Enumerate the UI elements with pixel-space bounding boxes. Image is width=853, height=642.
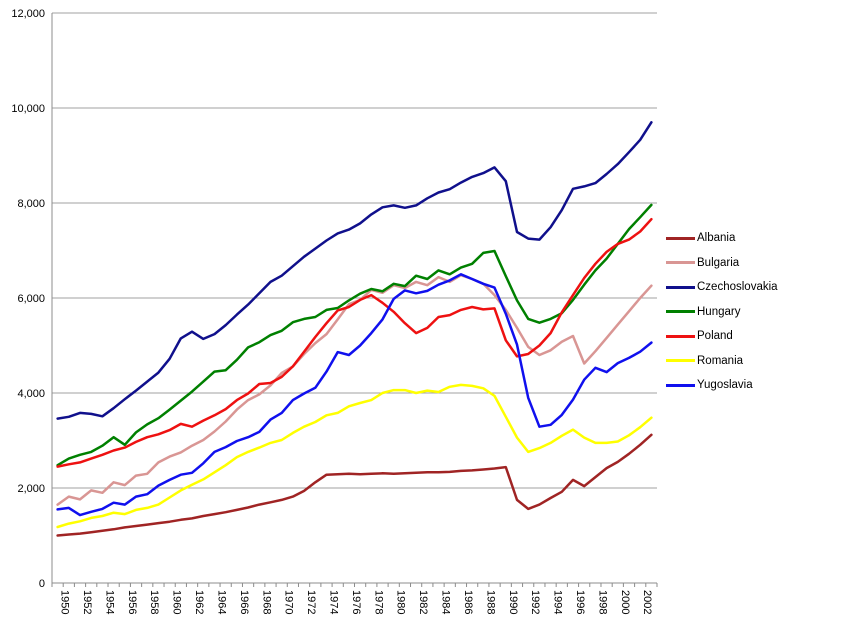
legend-line-swatch	[666, 310, 695, 313]
legend-item-czechoslovakia[interactable]: Czechoslovakia	[666, 280, 778, 294]
x-axis-tick-label: 2000	[619, 590, 631, 614]
x-axis-tick-label: 1964	[215, 590, 227, 614]
x-axis-tick-label: 1982	[417, 590, 429, 614]
legend-line-swatch	[666, 285, 695, 289]
x-axis-tick-label: 1970	[283, 590, 295, 614]
legend-item-poland[interactable]: Poland	[666, 329, 778, 343]
x-axis-tick-label: 1976	[350, 590, 362, 614]
x-axis-tick-label: 1956	[126, 590, 138, 614]
x-axis-tick-label: 1980	[395, 590, 407, 614]
y-axis-tick-label: 0	[39, 578, 45, 590]
y-axis-tick-label: 2,000	[17, 483, 45, 495]
x-axis-tick-label: 1954	[103, 590, 115, 614]
series-line-poland[interactable]	[56, 217, 653, 468]
legend-label: Yugoslavia	[697, 379, 753, 391]
y-axis-tick-label: 6,000	[17, 293, 45, 305]
legend-label: Romania	[697, 354, 744, 367]
x-axis-tick-label: 1988	[484, 590, 496, 614]
series-line-romania[interactable]	[56, 383, 653, 529]
x-axis-tick-label: 1962	[193, 590, 205, 614]
x-axis-tick-label: 1960	[171, 590, 183, 614]
x-axis-tick-label: 1996	[574, 590, 586, 614]
legend-line-swatch	[666, 383, 695, 387]
x-axis-tick-label: 1952	[81, 590, 93, 614]
legend-item-albania[interactable]: Albania	[666, 231, 778, 245]
legend-item-romania[interactable]: Romania	[666, 354, 778, 368]
series-line-albania[interactable]	[56, 433, 653, 537]
x-axis-tick-label: 1958	[148, 590, 160, 614]
series-line-czechoslovakia[interactable]	[56, 121, 653, 420]
x-axis-tick-label: 1974	[327, 590, 339, 614]
x-axis-tick-label: 2002	[641, 590, 653, 614]
legend-line-swatch	[666, 261, 695, 264]
x-axis-tick-label: 1998	[596, 590, 608, 614]
x-axis-tick-label: 1986	[462, 590, 474, 614]
legend-line-swatch	[666, 334, 695, 338]
legend-line-swatch	[666, 236, 695, 240]
x-axis-tick-label: 1994	[552, 590, 564, 614]
legend-label: Bulgaria	[697, 256, 740, 269]
legend-label: Albania	[697, 232, 736, 244]
x-axis-tick-label: 1968	[260, 590, 272, 614]
chart-legend: Albania Bulgaria Czechoslovakia Hungary Pola…	[666, 231, 778, 392]
x-axis-tick-label: 1972	[305, 590, 317, 614]
x-axis-tick-label: 1984	[440, 590, 452, 614]
legend-item-yugoslavia[interactable]: Yugoslavia	[666, 378, 778, 392]
y-axis-tick-label: 4,000	[17, 388, 45, 400]
x-axis-tick-label: 1978	[372, 590, 384, 614]
series-line-yugoslavia[interactable]	[56, 273, 653, 517]
y-axis-tick-label: 10,000	[11, 103, 45, 115]
x-axis-tick-label: 1950	[59, 590, 71, 614]
series-line-hungary[interactable]	[56, 203, 653, 467]
x-axis-tick-label: 1992	[529, 590, 541, 614]
x-axis-tick-label: 1990	[507, 590, 519, 614]
x-axis-tick-label: 1966	[238, 590, 250, 614]
y-axis-tick-label: 12,000	[11, 8, 45, 20]
legend-item-hungary[interactable]: Hungary	[666, 305, 778, 319]
legend-line-swatch	[666, 359, 695, 362]
legend-label: Czechoslovakia	[697, 281, 778, 293]
legend-label: Poland	[697, 330, 733, 342]
legend-item-bulgaria[interactable]: Bulgaria	[666, 256, 778, 270]
y-axis-tick-label: 8,000	[17, 198, 45, 210]
legend-label: Hungary	[697, 305, 741, 318]
